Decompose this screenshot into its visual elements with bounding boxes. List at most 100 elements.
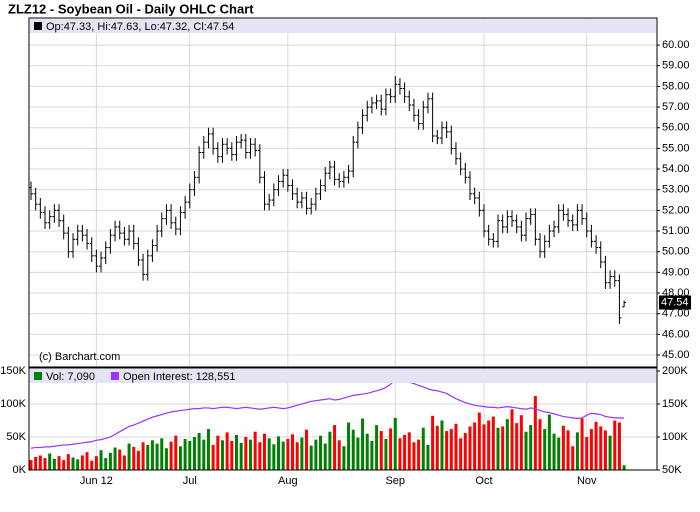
volume-bar [435, 425, 439, 470]
volume-bar [524, 431, 528, 470]
volume-bar [305, 429, 309, 470]
y-tick-label: 0K [13, 464, 27, 476]
volume-bar [543, 429, 547, 470]
volume-bar [141, 442, 145, 470]
volume-bar [384, 438, 388, 470]
volume-bar [589, 429, 593, 470]
legend-row [30, 369, 656, 383]
y-tick-label: 58.00 [662, 80, 690, 92]
volume-bar [333, 425, 337, 470]
last-price-label: 47.54 [661, 296, 689, 308]
volume-bar [253, 431, 257, 470]
panel-border [28, 17, 658, 368]
volume-bar [127, 443, 131, 470]
volume-bar [519, 415, 523, 470]
y-tick-label: 57.00 [662, 101, 690, 113]
volume-bar [71, 457, 75, 470]
volume-bar [66, 454, 70, 470]
volume-bar [575, 432, 579, 470]
volume-bar [454, 423, 458, 470]
y-tick-label: 45.00 [662, 349, 690, 361]
volume-bar [491, 416, 495, 470]
volume-bar [155, 443, 159, 470]
last-price-tag [659, 295, 691, 310]
y-tick-label: 47.00 [662, 308, 690, 320]
volume-bar [533, 396, 537, 470]
volume-bar [113, 447, 117, 470]
volume-bar [529, 425, 533, 470]
volume-bar [361, 418, 365, 470]
volume-bar [48, 453, 52, 470]
volume-bar [202, 439, 206, 470]
volume-bar [244, 436, 248, 470]
volume-bar [57, 456, 61, 470]
volume-bar [323, 443, 327, 470]
legend-row [30, 19, 656, 33]
volume-bar [421, 427, 425, 470]
volume-bar [389, 428, 393, 470]
volume-bar [295, 442, 299, 470]
volume-bar [501, 426, 505, 470]
volume-bar [272, 444, 276, 470]
volume-bar [613, 420, 617, 470]
volume-bar [594, 421, 598, 470]
volume-bar [239, 442, 243, 470]
volume-bar [445, 431, 449, 470]
volume-bar [38, 455, 42, 470]
x-tick-label: Jun 12 [80, 475, 113, 487]
volume-bar [337, 440, 341, 470]
y2-tick-label: 100K [662, 431, 688, 443]
volume-bar [118, 449, 122, 470]
y-tick-label: 49.00 [662, 266, 690, 278]
volume-bar [393, 417, 397, 470]
x-tick-label: Sep [385, 475, 405, 487]
volume-bar [403, 435, 407, 470]
volume-bar [599, 426, 603, 470]
volume-bar [178, 446, 182, 470]
x-tick-label: Nov [577, 475, 597, 487]
volume-bar [319, 435, 323, 470]
y-tick-label: 60.00 [662, 39, 690, 51]
volume-bar [169, 441, 173, 470]
volume-bar [76, 459, 80, 470]
volume-bar [538, 419, 542, 470]
volume-bar [547, 414, 551, 470]
y2-tick-label: 50K [662, 464, 682, 476]
volume-bar [571, 446, 575, 470]
volume-bar [314, 439, 318, 470]
chart-title: ZLZ12 - Soybean Oil - Daily OHLC Chart [8, 1, 254, 16]
volume-bar [108, 452, 112, 470]
volume-bar [617, 422, 621, 470]
volume-bar [146, 444, 150, 470]
volume-bar [29, 460, 33, 470]
legend-label: Open Interest: 128,551 [123, 371, 236, 383]
y-tick-label: 55.00 [662, 142, 690, 154]
volume-bar [412, 442, 416, 470]
volume-bar [585, 436, 589, 470]
volume-bar [459, 438, 463, 470]
y-tick-label: 53.00 [662, 184, 690, 196]
volume-bar [463, 433, 467, 470]
volume-bar [80, 455, 84, 470]
oi-line [30, 379, 625, 449]
volume-bar [122, 455, 126, 470]
y2-tick-label: 150K [662, 398, 688, 410]
volume-bar [566, 430, 570, 470]
y-tick-label: 59.00 [662, 60, 690, 72]
y-tick-label: 54.00 [662, 163, 690, 175]
volume-bar [468, 426, 472, 470]
volume-bar [515, 423, 519, 470]
y-tick-label: 150K [0, 365, 26, 377]
volume-bar [426, 444, 430, 470]
volume-bar [197, 433, 201, 470]
volume-bar [557, 437, 561, 470]
volume-bar [94, 456, 98, 470]
volume-bar [365, 433, 369, 470]
volume-bar [622, 465, 626, 470]
volume-bar [132, 446, 136, 470]
panel-border [28, 367, 658, 471]
volume-bar [248, 439, 252, 470]
volume-bar [487, 420, 491, 470]
volume-bar [398, 438, 402, 470]
volume-bar [608, 435, 612, 470]
